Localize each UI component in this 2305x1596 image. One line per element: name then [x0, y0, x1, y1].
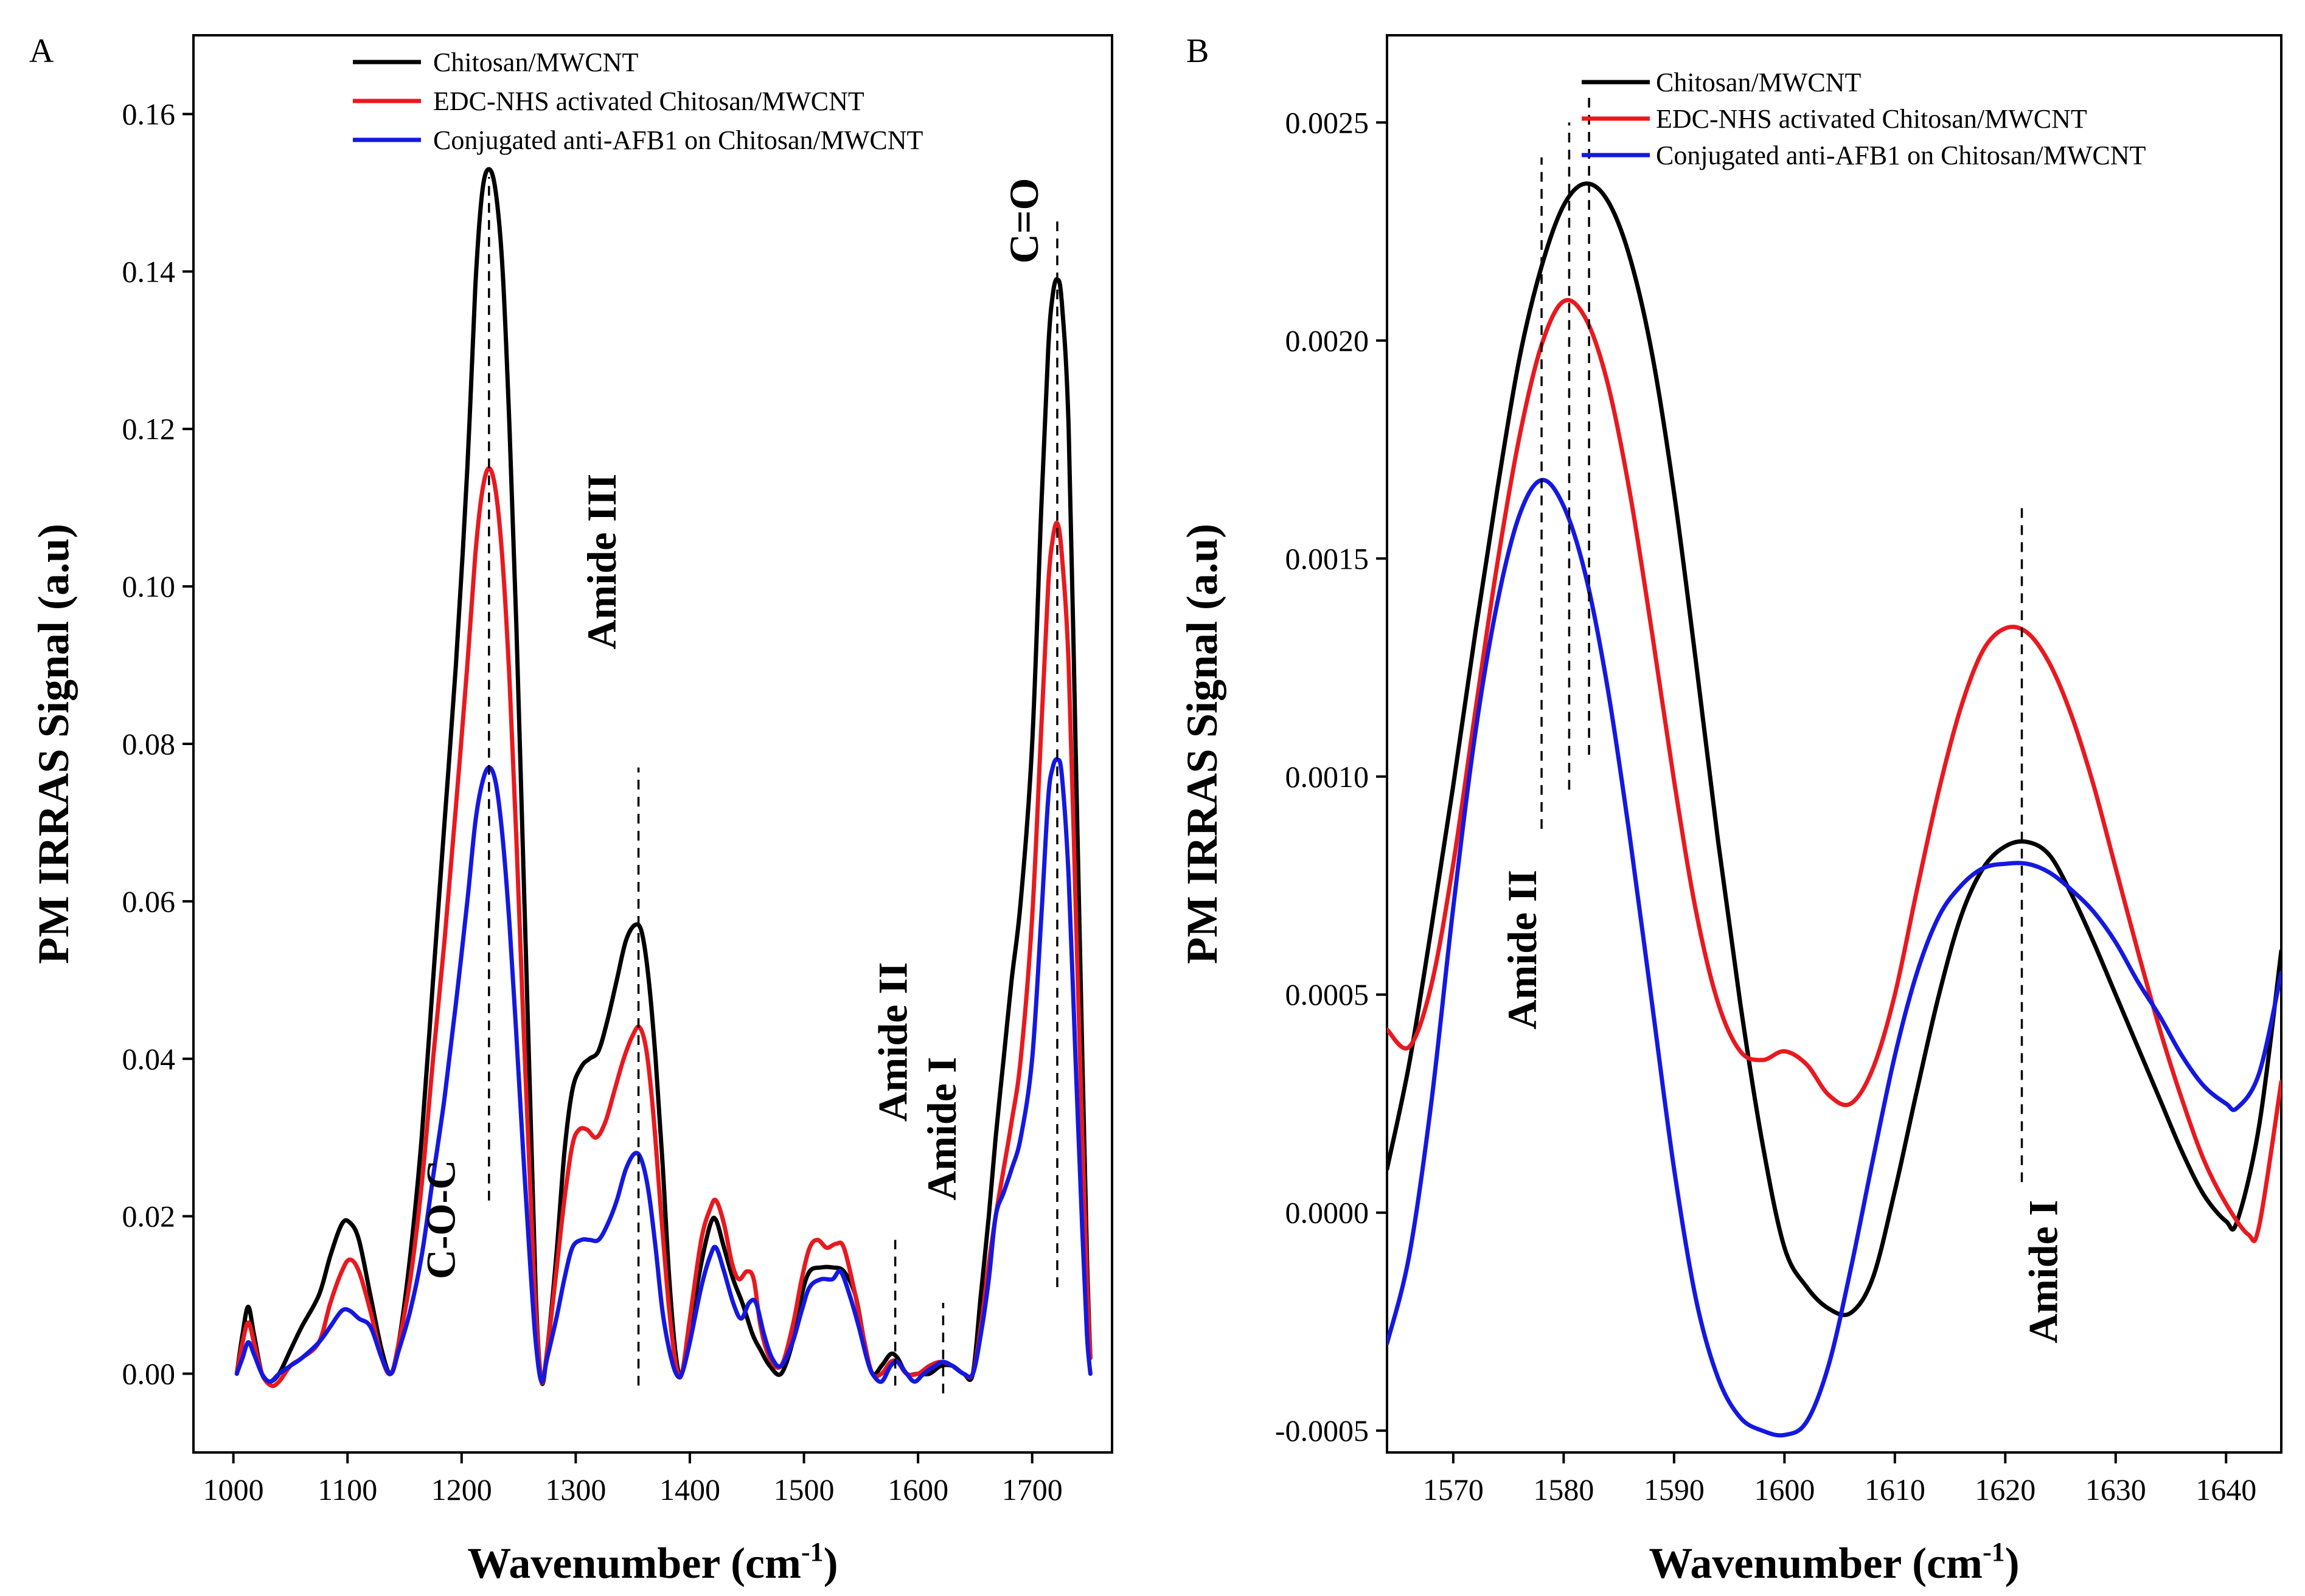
panel-a-peak-markers	[488, 177, 1059, 1393]
panel-b-peak-markers	[1540, 92, 2023, 1182]
panel-b-x-axis-title-sup: -1	[1983, 1537, 2005, 1567]
panel-b-x-axis-title: Wavenumber (cm-1)	[1649, 1537, 2019, 1587]
panel-a-y-tick-label: 0.14	[122, 254, 176, 288]
legend-a-label-conjugated: Conjugated anti-AFB1 on Chitosan/MWCNT	[433, 125, 923, 155]
panel-a-letter: A	[29, 32, 54, 70]
series-line-conjugated-anti-afb1-on-chitosan-mwcnt	[1387, 477, 2281, 1438]
panel-a-x-tick-label: 1100	[318, 1473, 377, 1507]
panel-a-y-tick-label: 0.16	[122, 97, 176, 131]
panel-b-ticks: 1570 1580 1590 1600 1610 1620 1630 1640 -0.0005 0…	[1275, 105, 2256, 1507]
panel-b-y-axis-title: PM IRRAS Signal (a.u)	[1178, 524, 1226, 964]
legend-b-label-chitosan: Chitosan/MWCNT	[1656, 68, 1861, 97]
panel-a-ticks: 1000 1100 1200 1300 1400 1500 1600 1700 0.00 0.02…	[122, 97, 1063, 1507]
panel-a-x-tick-label: 1400	[659, 1473, 720, 1507]
series-line-edc-nhs-activated-chitosan-mwcnt	[234, 466, 1093, 1389]
annotation-amide-ii: Amide II	[1499, 870, 1545, 1030]
panel-b-y-tick-label: 0.0005	[1285, 977, 1369, 1011]
panel-a-x-axis-title-main: Wavenumber (cm	[467, 1539, 801, 1587]
annotation-amide-iii: Amide III	[579, 474, 625, 650]
legend-b-label-conjugated: Conjugated anti-AFB1 on Chitosan/MWCNT	[1656, 141, 2146, 170]
panel-b-y-tick-label: -0.0005	[1275, 1414, 1369, 1448]
panel-b-y-tick-label: 0.0025	[1285, 105, 1369, 139]
panel-b-x-tick-label: 1630	[2085, 1473, 2146, 1507]
panel-b-y-tick-label: 0.0000	[1285, 1196, 1369, 1230]
panel-b-series	[1387, 181, 2281, 1438]
series-line-chitosan-mwcnt	[234, 167, 1093, 1386]
panel-b-x-tick-label: 1600	[1754, 1473, 1815, 1507]
annotation-c-o: C=O	[1001, 178, 1047, 264]
panel-b-y-tick-label: 0.0010	[1285, 760, 1369, 794]
panel-a-y-tick-label: 0.08	[122, 727, 176, 761]
series-line-edc-nhs-activated-chitosan-mwcnt	[1387, 298, 2281, 1243]
legend-a-label-edc-nhs: EDC-NHS activated Chitosan/MWCNT	[433, 86, 864, 116]
panel-a-y-tick-label: 0.06	[122, 884, 176, 918]
panel-b-x-tick-label: 1610	[1865, 1473, 1925, 1507]
annotation-amide-ii: Amide II	[869, 962, 916, 1122]
panel-b-legend: Chitosan/MWCNT EDC-NHS activated Chitosa…	[1582, 68, 2146, 170]
panel-b: B 1570 1580 1590 1600 1610 1620 1630 1640 -0.000…	[1178, 32, 2282, 1587]
panel-a-x-tick-label: 1700	[1002, 1473, 1063, 1507]
panel-a-x-tick-label: 1200	[431, 1473, 492, 1507]
panel-b-x-axis-title-tail: )	[2005, 1539, 2020, 1587]
panel-a-x-tick-label: 1500	[774, 1473, 835, 1507]
panel-b-x-tick-label: 1640	[2195, 1473, 2256, 1507]
panel-a-y-axis-title: PM IRRAS Signal (a.u)	[29, 524, 78, 964]
annotation-c-o-c: C-O-C	[418, 1160, 464, 1279]
panel-a-y-tick-label: 0.02	[122, 1199, 176, 1233]
legend-a-label-chitosan: Chitosan/MWCNT	[433, 47, 638, 77]
panel-a-y-tick-label: 0.12	[122, 412, 176, 446]
panel-b-x-axis-title-main: Wavenumber (cm	[1649, 1539, 1983, 1587]
panel-a-x-tick-label: 1600	[888, 1473, 948, 1507]
panel-b-annotations: Amide II Amide I	[1499, 870, 2067, 1344]
panel-b-y-tick-label: 0.0020	[1285, 324, 1369, 358]
panel-b-x-tick-label: 1580	[1533, 1473, 1594, 1507]
annotation-amide-i: Amide I	[919, 1057, 965, 1201]
panel-a-y-tick-label: 0.00	[122, 1357, 176, 1391]
panel-b-letter: B	[1186, 32, 1209, 70]
series-line-chitosan-mwcnt	[1387, 181, 2281, 1317]
panel-a: A 1000 1100 1200 1300 1400 1500 1600 1700 0.00 0.…	[29, 32, 1113, 1587]
panel-b-plot-frame	[1386, 34, 2282, 1454]
panel-b-x-tick-label: 1590	[1644, 1473, 1705, 1507]
panel-b-y-tick-label: 0.0015	[1285, 541, 1369, 575]
panel-a-series	[234, 167, 1093, 1389]
panel-a-x-tick-label: 1000	[203, 1473, 264, 1507]
series-line-conjugated-anti-afb1-on-chitosan-mwcnt	[234, 757, 1093, 1384]
annotation-amide-i: Amide I	[2020, 1200, 2067, 1344]
panel-b-x-tick-label: 1620	[1975, 1473, 2036, 1507]
panel-a-x-tick-label: 1300	[545, 1473, 606, 1507]
panel-a-x-axis-title-sup: -1	[801, 1537, 824, 1567]
panel-a-x-axis-title: Wavenumber (cm-1)	[467, 1537, 838, 1587]
panel-a-legend: Chitosan/MWCNT EDC-NHS activated Chitosa…	[353, 47, 923, 155]
legend-b-label-edc-nhs: EDC-NHS activated Chitosan/MWCNT	[1656, 104, 2087, 134]
panel-b-x-tick-label: 1570	[1423, 1473, 1484, 1507]
panel-a-x-axis-title-tail: )	[824, 1539, 838, 1587]
panel-a-y-tick-label: 0.10	[122, 569, 176, 603]
panel-a-y-tick-label: 0.04	[122, 1042, 176, 1076]
